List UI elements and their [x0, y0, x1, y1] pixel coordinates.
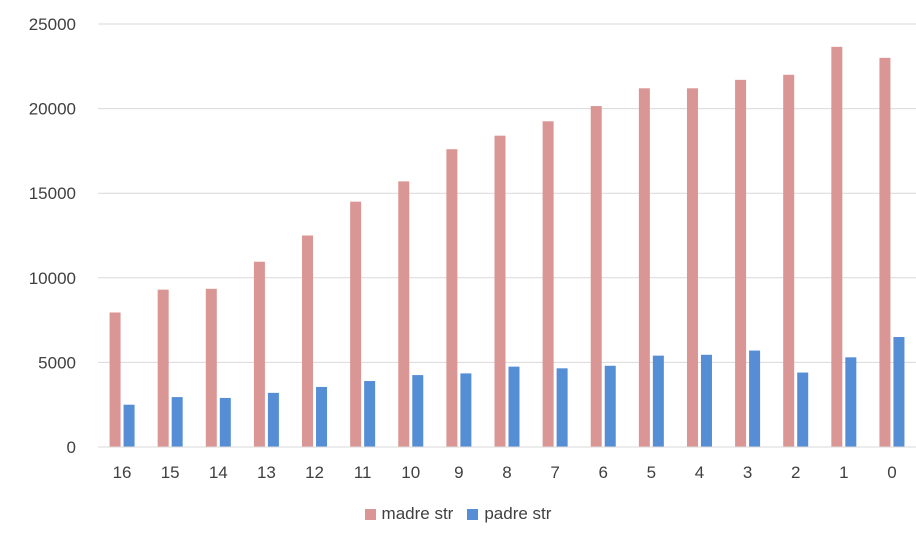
legend-item-madre: madre str: [364, 504, 454, 524]
bar-madre-str: [831, 46, 843, 447]
y-tick-label: 15000: [29, 184, 76, 203]
x-tick-label: 16: [113, 463, 132, 482]
bar-madre-str: [109, 312, 121, 447]
bar-madre-str: [542, 121, 554, 447]
bar-padre-str: [267, 392, 279, 447]
x-tick-label: 14: [209, 463, 228, 482]
bar-padre-str: [797, 372, 809, 447]
bars: [109, 46, 905, 448]
x-tick-label: 5: [647, 463, 656, 482]
bar-padre-str: [219, 397, 231, 447]
x-tick-label: 0: [887, 463, 896, 482]
bar-madre-str: [157, 289, 169, 447]
x-tick-label: 9: [454, 463, 463, 482]
bar-madre-str: [302, 235, 314, 447]
bar-padre-str: [845, 357, 857, 447]
y-tick-label: 20000: [29, 100, 76, 119]
bar-madre-str: [686, 88, 698, 448]
y-tick-label: 5000: [38, 353, 76, 372]
x-tick-label: 6: [599, 463, 608, 482]
bar-padre-str: [893, 337, 905, 447]
x-tick-label: 2: [791, 463, 800, 482]
bar-padre-str: [364, 381, 376, 447]
x-tick-label: 4: [695, 463, 704, 482]
bar-padre-str: [412, 375, 424, 447]
bar-madre-str: [590, 106, 602, 447]
x-tick-label: 1: [839, 463, 848, 482]
bar-padre-str: [749, 350, 761, 447]
legend-swatch-madre: [364, 508, 376, 520]
bar-padre-str: [171, 397, 183, 447]
bar-padre-str: [123, 404, 135, 447]
bar-madre-str: [638, 88, 650, 448]
y-axis-ticks: 0 5000 10000 15000 20000 25000: [29, 15, 76, 457]
y-tick-label: 10000: [29, 269, 76, 288]
bar-madre-str: [253, 261, 265, 447]
x-tick-label: 7: [550, 463, 559, 482]
bar-madre-str: [735, 79, 747, 447]
bar-madre-str: [398, 181, 410, 447]
legend-swatch-padre: [467, 508, 479, 520]
bar-padre-str: [652, 355, 664, 447]
x-tick-label: 8: [502, 463, 511, 482]
bar-padre-str: [508, 366, 520, 447]
bar-madre-str: [879, 57, 891, 448]
bar-padre-str: [700, 354, 712, 447]
legend-label-madre: madre str: [381, 504, 454, 523]
legend-item-padre: padre str: [467, 504, 551, 524]
x-tick-label: 13: [257, 463, 276, 482]
legend: madre str padre str: [0, 504, 916, 524]
bar-madre-str: [350, 201, 362, 447]
y-tick-label: 25000: [29, 15, 76, 34]
bar-madre-str: [446, 149, 458, 447]
legend-label-padre: padre str: [484, 504, 552, 523]
bar-padre-str: [460, 373, 472, 447]
bar-madre-str: [783, 74, 795, 447]
x-tick-label: 10: [401, 463, 420, 482]
bar-padre-str: [316, 386, 328, 447]
bar-padre-str: [604, 365, 616, 447]
bar-padre-str: [556, 368, 568, 447]
x-tick-label: 15: [161, 463, 180, 482]
x-tick-label: 11: [354, 463, 372, 482]
bar-madre-str: [205, 288, 217, 447]
x-tick-label: 3: [743, 463, 752, 482]
y-tick-label: 0: [67, 438, 76, 457]
bar-madre-str: [494, 135, 506, 447]
x-tick-label: 12: [305, 463, 324, 482]
x-axis-ticks: 16 15 14 13 12 11 10 9 8 7 6 5 4 3 2 1 0: [113, 463, 897, 482]
